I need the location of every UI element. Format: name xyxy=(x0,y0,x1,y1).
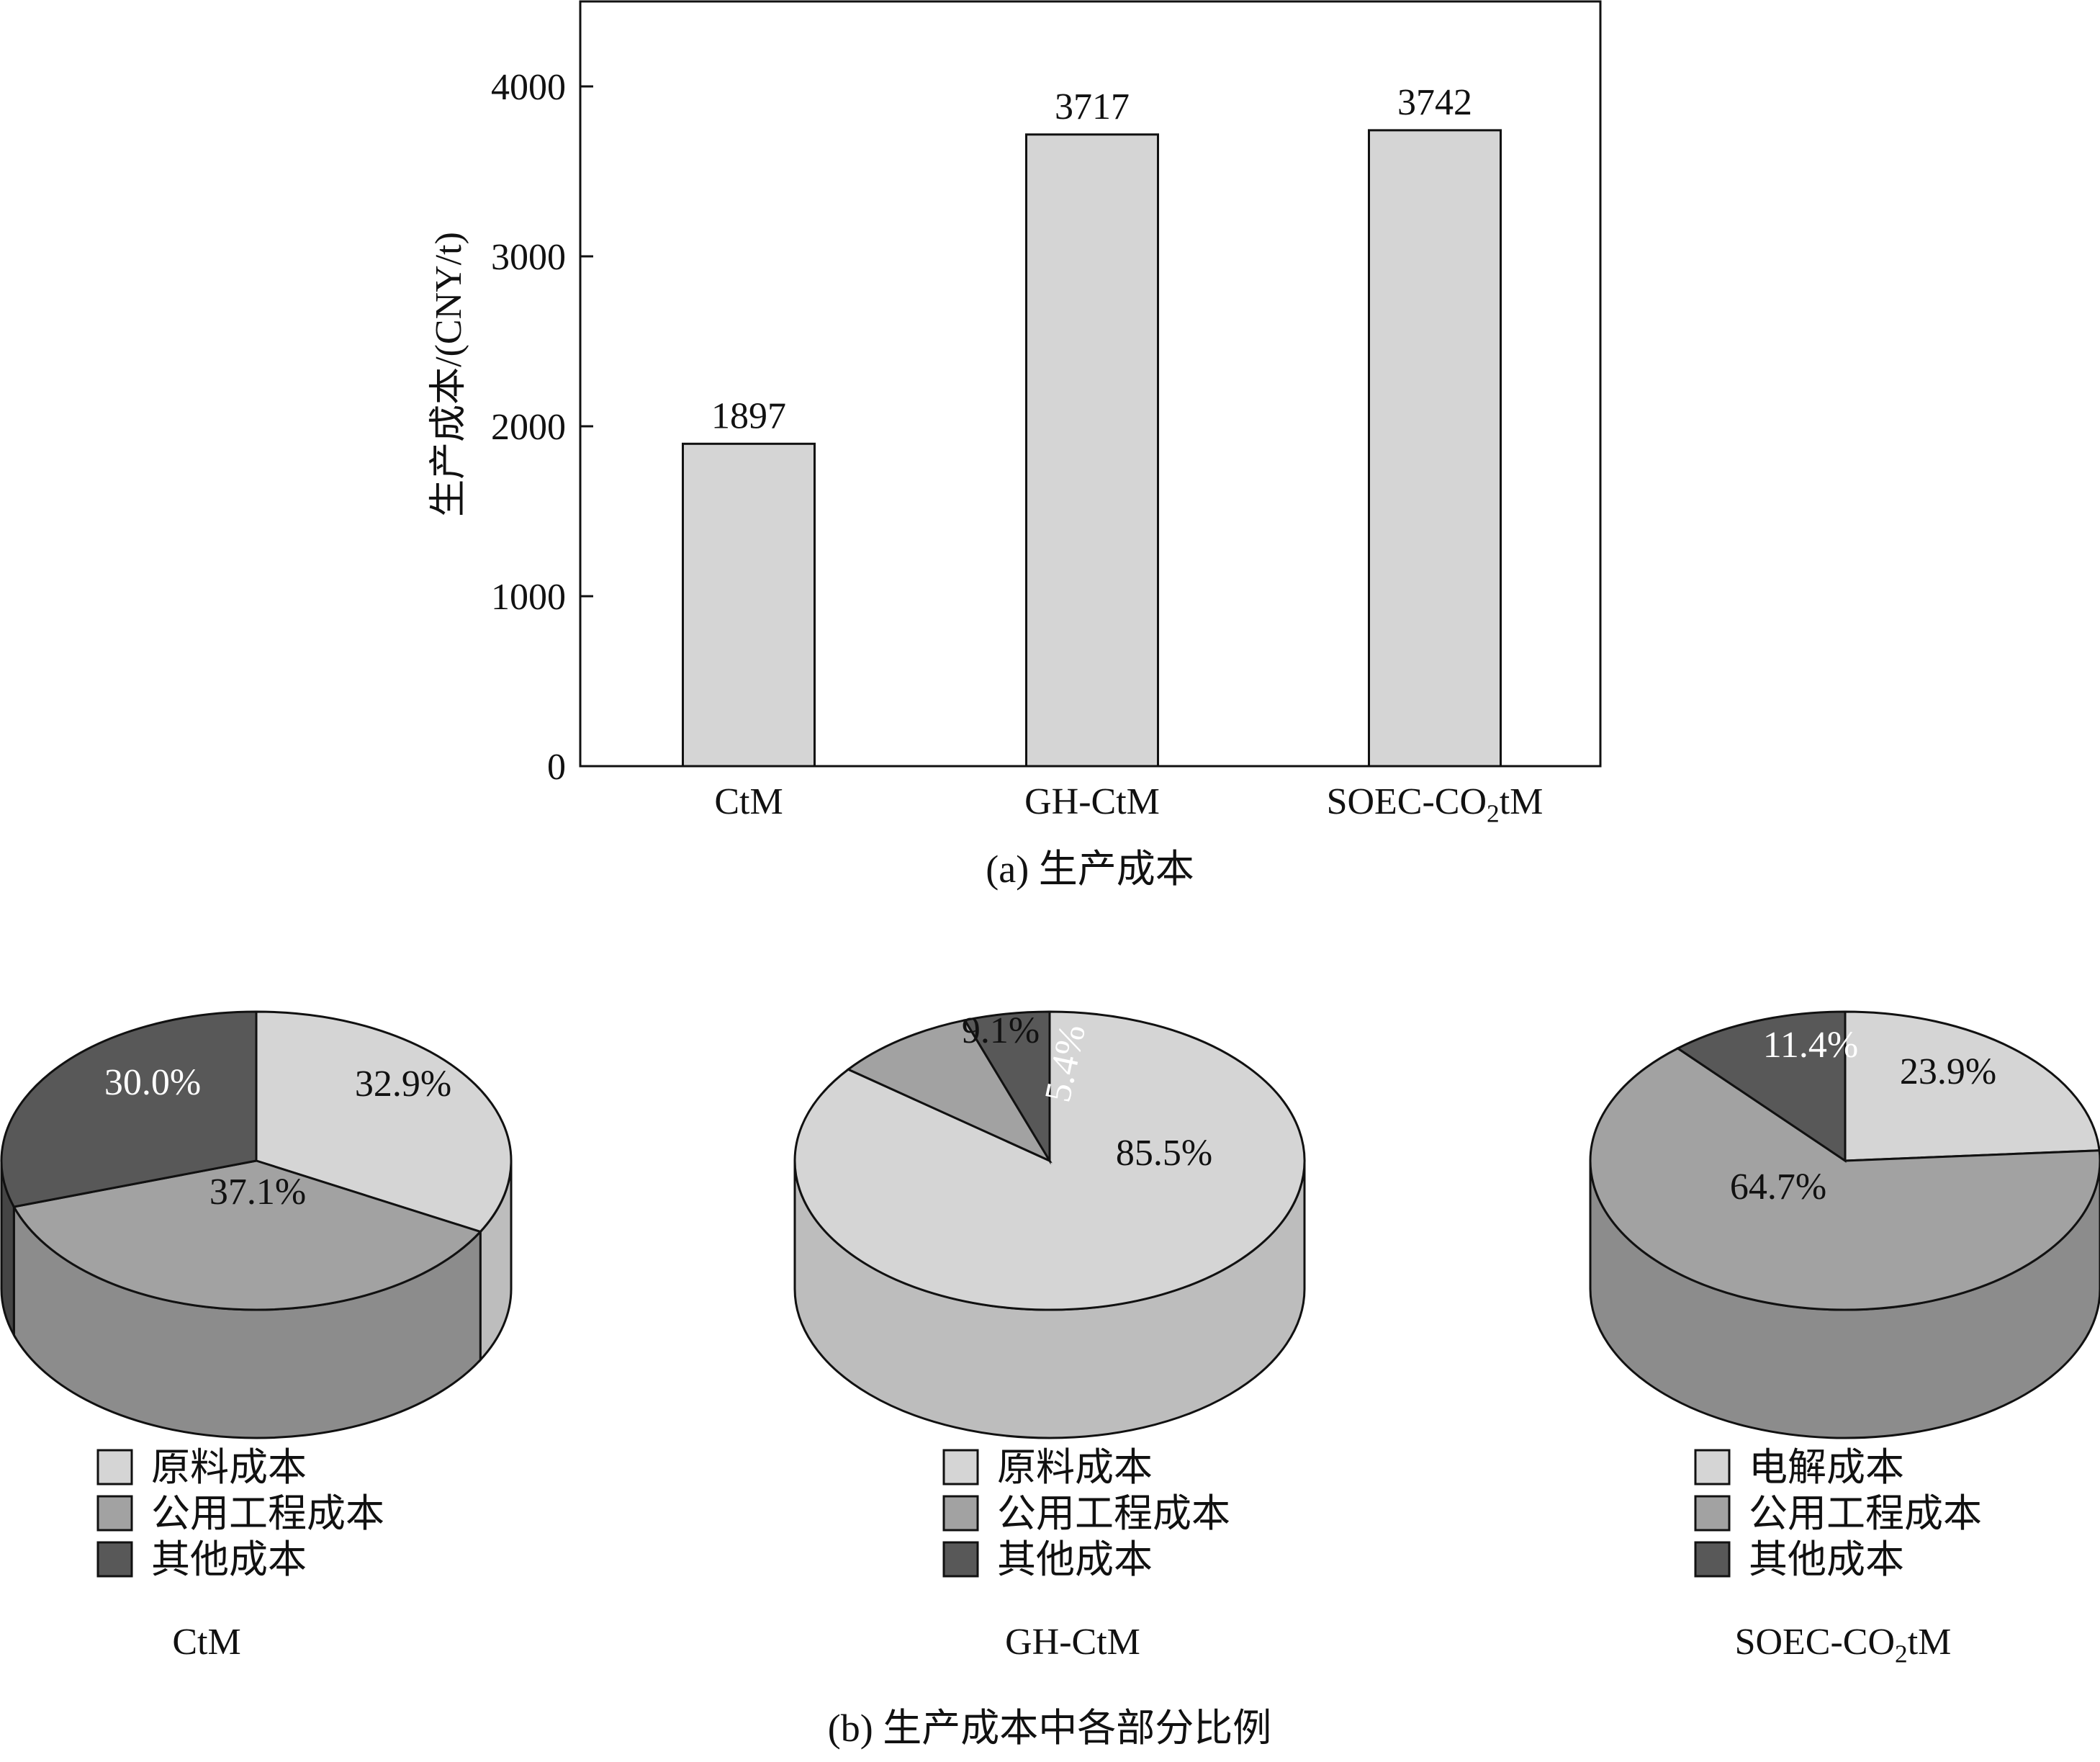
bar-value-label: 3717 xyxy=(1055,86,1130,127)
legend-label: 公用工程成本 xyxy=(151,1491,384,1536)
y-axis-label: 生产成本/(CNY/t) xyxy=(428,232,469,517)
x-tick-label: SOEC-CO2tM xyxy=(1327,781,1544,827)
pie-slice xyxy=(1844,1010,2100,1162)
pie-slice xyxy=(793,1010,1306,1311)
legend-swatch xyxy=(942,1541,979,1578)
bar xyxy=(682,442,816,768)
legend-swatch xyxy=(942,1495,979,1532)
x-tick-label: GH-CtM xyxy=(1024,781,1160,822)
legend-label: 其他成本 xyxy=(997,1537,1153,1582)
y-tick-label: 2000 xyxy=(491,407,566,448)
pie-slice-label: 37.1% xyxy=(209,1172,306,1213)
bar xyxy=(1025,133,1159,768)
pie-slice xyxy=(1675,1010,1847,1163)
pie-slice-label: 85.5% xyxy=(1116,1133,1212,1174)
pie-slice-label: 32.9% xyxy=(355,1064,451,1105)
pie-name-label: GH-CtM xyxy=(1005,1622,1140,1663)
y-axis: 0 1000 2000 3000 4000 xyxy=(491,67,593,788)
legend-label: 公用工程成本 xyxy=(1749,1491,1982,1536)
y-tick-label: 4000 xyxy=(491,67,566,108)
pie-slice xyxy=(846,1019,1053,1164)
legend-swatch xyxy=(1694,1495,1731,1532)
y-tick-label: 3000 xyxy=(491,237,566,278)
legend-label: 电解成本 xyxy=(1749,1444,1904,1490)
legend-label: 其他成本 xyxy=(151,1537,307,1582)
legend-swatch xyxy=(1694,1541,1731,1578)
bar-value-label: 3742 xyxy=(1397,82,1472,123)
bar xyxy=(1368,129,1502,768)
pie-slice-label: 23.9% xyxy=(1900,1051,1996,1092)
pie-slice xyxy=(1589,1047,2100,1311)
pie-name-label: CtM xyxy=(172,1622,240,1663)
bar-chart-title: (a) 生产成本 xyxy=(986,848,1194,891)
pie-slice-label: 64.7% xyxy=(1730,1167,1826,1208)
bar-chart-production-cost: 0 1000 2000 3000 4000 CtM GH-CtM SOEC-CO2tM 18… xyxy=(428,0,1602,891)
legend-label: 公用工程成本 xyxy=(997,1491,1230,1536)
pie-slice-label: 9.1% xyxy=(962,1010,1040,1051)
pie-slice xyxy=(255,1010,513,1233)
legend-label: 原料成本 xyxy=(151,1444,307,1490)
legend-swatch xyxy=(96,1495,133,1532)
x-tick-label: CtM xyxy=(714,781,783,822)
legend-label: 原料成本 xyxy=(997,1444,1153,1490)
legend-swatch xyxy=(96,1541,133,1578)
y-tick-label: 0 xyxy=(547,747,566,788)
pie-chart-title: (b) 生产成本中各部分比例 xyxy=(828,1707,1271,1750)
y-tick-label: 1000 xyxy=(491,577,566,618)
bar-value-label: 1897 xyxy=(711,395,786,436)
legend-swatch xyxy=(96,1449,133,1485)
legend-swatch xyxy=(942,1449,979,1485)
pie-charts-cost-shares: 32.9%37.1%30.0%原料成本公用工程成本其他成本CtM85.5%9.1… xyxy=(0,1010,2100,1750)
bar-series xyxy=(682,129,1502,768)
pie-name-label: SOEC-CO2tM xyxy=(1735,1622,1952,1668)
pie-group: 32.9%37.1%30.0%原料成本公用工程成本其他成本CtM85.5%9.1… xyxy=(0,1010,2100,1668)
pie-slice xyxy=(963,1010,1051,1165)
pie-slice xyxy=(12,1159,482,1311)
legend-label: 其他成本 xyxy=(1749,1537,1904,1582)
pie-slice-label: 30.0% xyxy=(104,1062,201,1103)
bar-value-labels: 1897 3717 3742 xyxy=(711,82,1472,436)
pie-slice-label: 11.4% xyxy=(1763,1025,1858,1066)
legend-swatch xyxy=(1694,1449,1731,1485)
pie-slice xyxy=(0,1010,258,1208)
x-axis: CtM GH-CtM SOEC-CO2tM xyxy=(714,756,1543,827)
